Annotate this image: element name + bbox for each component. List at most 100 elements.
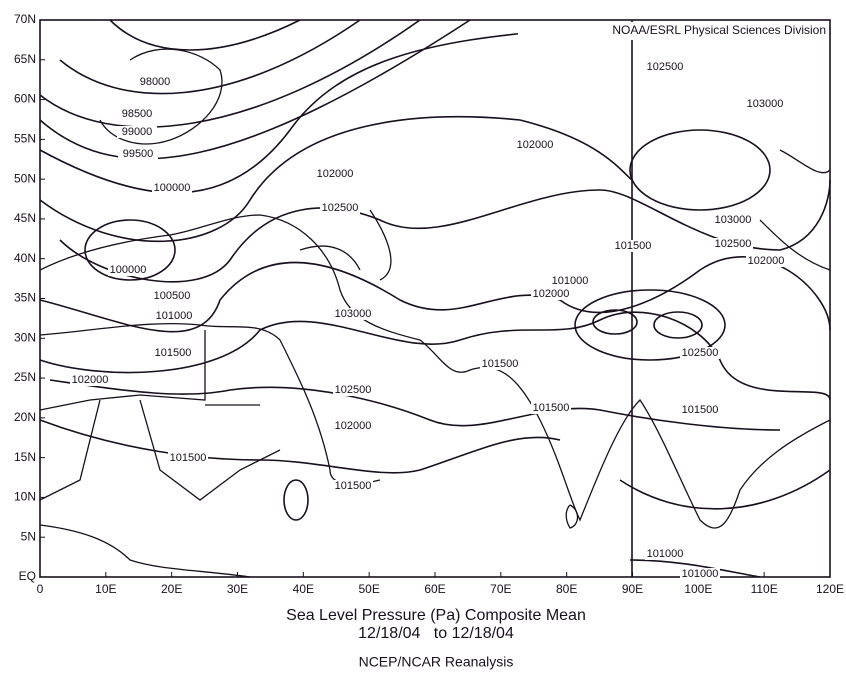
lon-label: 40E xyxy=(293,582,314,596)
contour-label: 101000 xyxy=(552,275,589,287)
contour-label-bg xyxy=(320,202,360,214)
lon-label: 10E xyxy=(95,582,116,596)
contour-label-bg xyxy=(333,420,373,432)
contour-label: 102500 xyxy=(715,238,752,250)
contour-label-bg xyxy=(152,290,192,302)
contour-label: 102500 xyxy=(647,61,684,73)
isobar xyxy=(39,419,561,474)
contour-label-bg xyxy=(333,480,373,492)
coastlines xyxy=(39,48,831,578)
contour-label: 99500 xyxy=(123,148,154,160)
coastline xyxy=(39,214,831,529)
lon-label: 20E xyxy=(161,582,182,596)
contour-label: 103000 xyxy=(715,214,752,226)
contour-label-bg xyxy=(135,76,175,88)
lat-label: 30N xyxy=(14,330,36,344)
contour-label-bg xyxy=(531,288,571,300)
isobar xyxy=(109,19,301,51)
coastline xyxy=(39,323,381,485)
lat-label: 25N xyxy=(14,370,36,384)
contour-label-bg xyxy=(333,308,373,320)
contour-label-bg xyxy=(680,347,720,359)
isobar xyxy=(39,29,561,194)
contour-label: 102000 xyxy=(533,288,570,300)
lon-label: 110E xyxy=(751,582,778,596)
lat-label: 55N xyxy=(14,132,36,146)
contour-label-bg xyxy=(550,275,590,287)
date-range: 12/18/04 to 12/18/04 xyxy=(358,625,514,642)
coastline xyxy=(99,48,223,145)
contour-label: 102000 xyxy=(335,420,372,432)
lat-label: 40N xyxy=(14,251,36,265)
contour-label-bg xyxy=(645,61,685,73)
contour-label-bg xyxy=(680,404,720,416)
lat-label: 50N xyxy=(14,171,36,185)
contour-label: 101500 xyxy=(170,452,207,464)
lat-label: 70N xyxy=(14,12,36,26)
contour-label: 102000 xyxy=(317,168,354,180)
lat-label: 60N xyxy=(14,92,36,106)
isobar xyxy=(629,559,761,578)
lon-label: 60E xyxy=(424,582,445,596)
isobar xyxy=(629,129,771,211)
contour-label-bg xyxy=(613,240,653,252)
contour-label: 98000 xyxy=(140,76,171,88)
contour-label: 100500 xyxy=(154,290,191,302)
contour-label-bg xyxy=(745,98,785,110)
credit: NOAA/ESRL Physical Sciences Division xyxy=(612,23,826,37)
lat-label: 15N xyxy=(14,450,36,464)
contour-label-bg xyxy=(117,126,157,138)
isobar xyxy=(283,479,309,521)
source: NCEP/NCAR Reanalysis xyxy=(359,654,514,670)
contour-label-bg xyxy=(645,548,685,560)
lat-label: 35N xyxy=(14,291,36,305)
contour-label: 101500 xyxy=(533,402,570,414)
coastline xyxy=(565,504,579,529)
contour-label: 101500 xyxy=(682,404,719,416)
contour-label-bg xyxy=(70,374,110,386)
contour-label: 102000 xyxy=(72,374,109,386)
contour-label-bg xyxy=(315,168,355,180)
contour-label-bg xyxy=(713,214,753,226)
contour-label-bg xyxy=(746,255,786,267)
isobar xyxy=(59,19,361,95)
contour-label-bg xyxy=(168,452,208,464)
contour-label-bg xyxy=(531,402,571,414)
contour-label: 101500 xyxy=(155,347,192,359)
contour-label: 102500 xyxy=(335,384,372,396)
isobar xyxy=(59,179,831,283)
contour-label: 101500 xyxy=(335,480,372,492)
lat-label: 10N xyxy=(14,490,36,504)
isobar xyxy=(84,219,176,281)
contour-label: 103000 xyxy=(335,308,372,320)
contour-label: 100000 xyxy=(110,264,147,276)
contour-label: 101000 xyxy=(647,548,684,560)
coastline xyxy=(39,330,281,501)
contour-label: 101500 xyxy=(482,358,519,370)
isobar xyxy=(39,19,421,128)
contour-label: 101000 xyxy=(156,310,193,322)
lon-label: 0 xyxy=(37,582,44,596)
isobar xyxy=(619,469,831,510)
contour-label: 98500 xyxy=(122,108,153,120)
contour-label: 102000 xyxy=(748,255,785,267)
lon-label: 80E xyxy=(556,582,577,596)
coastline xyxy=(39,524,251,578)
isobar xyxy=(592,309,638,335)
lat-label: EQ xyxy=(19,569,36,583)
lat-label: 65N xyxy=(14,52,36,66)
lon-label: 90E xyxy=(622,582,643,596)
contour-label-bg xyxy=(152,182,192,194)
isobars xyxy=(39,19,831,578)
lat-label: 5N xyxy=(21,529,36,543)
contour-label-bg xyxy=(515,139,555,151)
contour-label-bg xyxy=(680,568,720,580)
lon-label: 30E xyxy=(227,582,248,596)
lat-label: 45N xyxy=(14,211,36,225)
lat-label: 20N xyxy=(14,410,36,424)
contour-label-bg xyxy=(333,384,373,396)
lon-label: 120E xyxy=(816,582,844,596)
isobar xyxy=(39,19,471,160)
contour-label: 103000 xyxy=(747,98,784,110)
